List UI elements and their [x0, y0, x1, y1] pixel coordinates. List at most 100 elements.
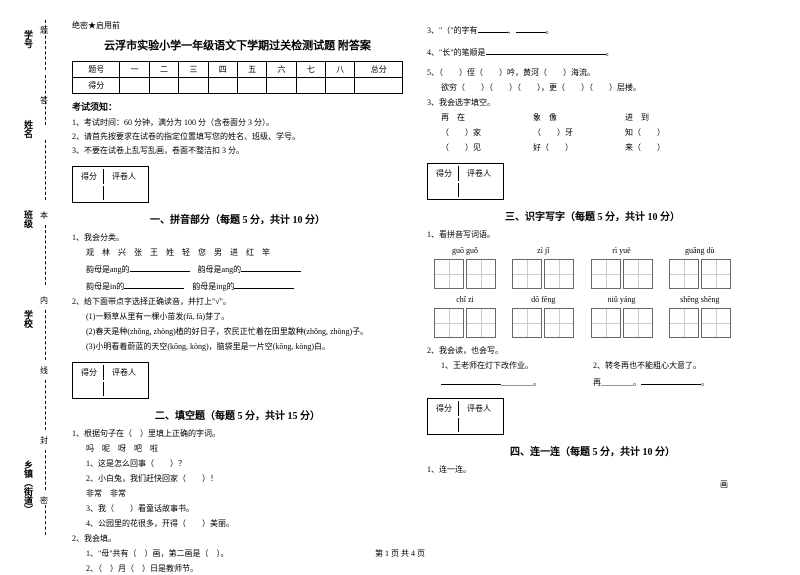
grid-group: zì jǐ [511, 246, 575, 291]
dash-text: 封 [40, 435, 48, 446]
dash-line [45, 505, 46, 535]
page-content: 绝密★启用前 云浮市实验小学一年级语文下学期过关检测试题 附答案 题号 一 二 … [0, 0, 800, 565]
q3row: （ ）家 （ ）牙 知（ ） [427, 127, 758, 139]
th: 三 [179, 62, 208, 78]
q2c: (3)小明看着蔚蓝的天空(kōng, kòng)，脑袋里是一片空(kōng, k… [72, 341, 403, 353]
label-xuehao: 学号 [22, 30, 35, 48]
label-name: 姓名 [22, 120, 35, 138]
r1: 3、"（"的字有、。 [427, 23, 758, 37]
grid-group: guō guǒ [433, 246, 497, 291]
sb-label: 得分 [75, 365, 104, 380]
r4: 欲穷（ ）（ ）（ ），更（ ）（ ）层楼。 [427, 82, 758, 94]
q1: 1、根据句子在（ ）里填上正确的字词。 [72, 428, 403, 440]
q1: 1、看拼音写词语。 [427, 229, 758, 241]
th: 六 [267, 62, 296, 78]
grid-group: shēng shēng [668, 295, 732, 340]
q1-line: 韵母是ang的 韵母是ang的 [72, 262, 403, 276]
q3row: （ ）见 好（ ） 来（ ） [427, 142, 758, 154]
td: 得分 [73, 78, 120, 94]
q1d: 4、公园里的花很多，开得（ ）美丽。 [72, 518, 403, 530]
label-school: 学校 [22, 310, 35, 328]
dash-text: 题 [40, 25, 48, 36]
th: 总分 [355, 62, 403, 78]
th: 一 [120, 62, 149, 78]
r2: 4、"长"的笔顺是。 [427, 45, 758, 59]
grid-group: guāng dù [668, 246, 732, 291]
score-value-row: 得分 [73, 78, 403, 94]
q2row: 1、王老师在灯下改作业。 2、转冬再也不能粗心大意了。 [427, 360, 758, 372]
sb-label: 得分 [430, 401, 459, 416]
right-column: 3、"（"的字有、。 4、"长"的笔顺是。 5、（ ）侄（ ）吟，黄河（ ）海流… [415, 20, 770, 550]
notice-item: 2、请首先按要求在试卷的指定位置填写您的姓名、班级、学号。 [72, 131, 403, 142]
q3row: 再 在 象 像 进 到 [427, 112, 758, 124]
dash-text: 线 [40, 365, 48, 376]
sb-label: 得分 [75, 169, 104, 184]
notice-title: 考试须知： [72, 100, 403, 113]
grid-group: chǐ zi [433, 295, 497, 340]
grid-group: niǔ yáng [590, 295, 654, 340]
notice-item: 1、考试时间：60 分钟，满分为 100 分（含卷面分 3 分）。 [72, 117, 403, 128]
q2a: (1)一颗草从里有一棵小苗发(fā, fà)芽了。 [72, 311, 403, 323]
page-footer: 第 1 页 共 4 页 [0, 548, 800, 559]
q1c: 3、我（ ）看童话故事书。 [72, 503, 403, 515]
q1chars: 吗 呢 呀 吧 啦 [72, 443, 403, 455]
q1-chars: 观 林 兴 张 王 姓 轻 您 男 进 红 竿 [72, 247, 403, 259]
score-header-row: 题号 一 二 三 四 五 六 七 八 总分 [73, 62, 403, 78]
dash-text: 内 [40, 295, 48, 306]
notice-item: 3、不要在试卷上乱写乱画，卷面不整洁扣 3 分。 [72, 145, 403, 156]
th: 八 [326, 62, 355, 78]
sb-label: 评卷人 [461, 401, 501, 416]
q1c2: 非常 非常 [72, 488, 403, 500]
q1b: 2、小白兔，我们赶快回家（ ）！ [72, 473, 403, 485]
q2: 2、给下面带点字选择正确读音，并打上"√"。 [72, 296, 403, 308]
q1a: 1、这是怎么回事（ ）？ [72, 458, 403, 470]
q2row: ________。 再________。。 [427, 375, 758, 389]
q2: 2、我会填。 [72, 533, 403, 545]
left-column: 绝密★启用前 云浮市实验小学一年级语文下学期过关检测试题 附答案 题号 一 二 … [60, 20, 415, 550]
dash-text: 本 [40, 210, 48, 221]
q3: 3、我会选字填空。 [427, 97, 758, 109]
dash-line [45, 140, 46, 200]
section2-title: 二、填空题（每题 5 分，共计 15 分） [72, 407, 403, 422]
q1-line: 韵母是in的 韵母是ing的 [72, 279, 403, 293]
q2b: (2)春天是种(zhǒng, zhòng)植的好日子，农民正忙着在田里散种(zh… [72, 326, 403, 338]
grid-group: dō fēng [511, 295, 575, 340]
dash-line [45, 310, 46, 360]
r3: 5、（ ）侄（ ）吟，黄河（ ）海流。 [427, 67, 758, 79]
label-class: 班级 [22, 210, 35, 228]
dash-line [45, 450, 46, 490]
q1: 1、连一连。 [427, 464, 758, 476]
q1: 1、我会分类。 [72, 232, 403, 244]
th: 四 [208, 62, 237, 78]
secret-label: 绝密★启用前 [72, 20, 403, 31]
q2: 2、我会读，也会写。 [427, 345, 758, 357]
grid-row: chǐ zi dō fēng niǔ yáng shēng shēng [427, 293, 758, 342]
score-box: 得分 评卷人 [72, 166, 149, 203]
score-box: 得分 评卷人 [427, 398, 504, 435]
th: 五 [237, 62, 266, 78]
dash-text: 答 [40, 95, 48, 106]
q1right: 画 [427, 479, 758, 491]
sb-label: 得分 [430, 166, 459, 181]
score-box: 得分 评卷人 [427, 163, 504, 200]
sb-label: 评卷人 [461, 166, 501, 181]
section1-title: 一、拼音部分（每题 5 分，共计 10 分） [72, 211, 403, 226]
score-table: 题号 一 二 三 四 五 六 七 八 总分 得分 [72, 61, 403, 94]
dash-text: 密 [40, 495, 48, 506]
th: 七 [296, 62, 325, 78]
grid-row: guō guǒ zì jǐ rì yuè guāng dù [427, 244, 758, 293]
section4-title: 四、连一连（每题 5 分，共计 10 分） [427, 443, 758, 458]
section3-title: 三、识字写字（每题 5 分，共计 10 分） [427, 208, 758, 223]
grid-group: rì yuè [590, 246, 654, 291]
label-town: 乡镇（街道） [22, 460, 35, 514]
score-box: 得分 评卷人 [72, 362, 149, 399]
dash-line [45, 225, 46, 285]
dash-line [45, 380, 46, 430]
q2b: 2、（ ）月（ ）日是教师节。 [72, 563, 403, 575]
binding-margin: 学号 姓名 班级 学校 乡镇（街道） 题 答 本 内 线 封 密 [10, 0, 60, 565]
exam-title: 云浮市实验小学一年级语文下学期过关检测试题 附答案 [72, 37, 403, 53]
sb-label: 评卷人 [106, 169, 146, 184]
sb-label: 评卷人 [106, 365, 146, 380]
th: 题号 [73, 62, 120, 78]
th: 二 [149, 62, 178, 78]
